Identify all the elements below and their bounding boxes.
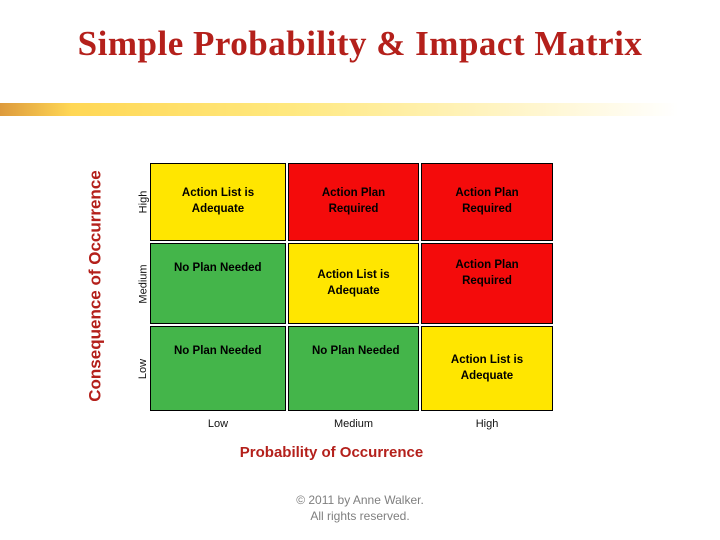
y-axis-title: Consequence of Occurrence — [82, 160, 110, 412]
matrix-cell-label: Action List is Adequate — [181, 187, 255, 215]
y-axis-title-label: Consequence of Occurrence — [86, 170, 105, 402]
x-tick-medium: Medium — [333, 418, 374, 430]
matrix-cell-label: Action Plan Required — [321, 187, 386, 215]
matrix-cell-low-medium: No Plan Needed — [288, 326, 419, 411]
x-tick-low: Low — [207, 418, 229, 430]
matrix-cell-low-low: No Plan Needed — [150, 326, 286, 411]
copyright-line-1: © 2011 by Anne Walker. — [296, 493, 424, 507]
matrix-cell-label: No Plan Needed — [174, 345, 262, 357]
accent-bar — [0, 103, 714, 116]
matrix-cell-medium-low: No Plan Needed — [150, 243, 286, 324]
matrix-cell-high-low: Action List is Adequate — [150, 163, 286, 241]
matrix-cell-high-high: Action Plan Required — [421, 163, 553, 241]
matrix-cell-label: No Plan Needed — [312, 345, 400, 357]
copyright-footer: © 2011 by Anne Walker. All rights reserv… — [0, 492, 720, 524]
y-tick-high-label: High — [137, 190, 150, 214]
matrix-cell-label: Action List is Adequate — [450, 353, 524, 382]
x-axis-ticks: Low Medium High — [150, 418, 553, 430]
y-axis-ticks: High Medium Low — [124, 163, 150, 411]
matrix-grid: Action List is Adequate Action Plan Requ… — [150, 163, 553, 411]
matrix-cell-label: No Plan Needed — [174, 262, 262, 274]
y-tick-low-label: Low — [137, 358, 150, 379]
matrix-cell-low-high: Action List is Adequate — [421, 326, 553, 411]
x-tick-high: High — [475, 418, 499, 430]
matrix-cell-high-medium: Action Plan Required — [288, 163, 419, 241]
matrix-cell-medium-medium: Action List is Adequate — [288, 243, 419, 324]
matrix-cell-label: Action List is Adequate — [317, 268, 390, 297]
copyright-line-2: All rights reserved. — [310, 509, 410, 524]
y-tick-medium-label: Medium — [137, 263, 150, 304]
x-axis-title: Probability of Occurrence — [239, 444, 424, 461]
matrix-cell-label: Action Plan Required — [455, 259, 519, 287]
matrix-cell-medium-high: Action Plan Required — [421, 243, 553, 324]
slide-title: Simple Probability & Impact Matrix — [77, 24, 643, 63]
matrix-cell-label: Action Plan Required — [455, 187, 519, 215]
